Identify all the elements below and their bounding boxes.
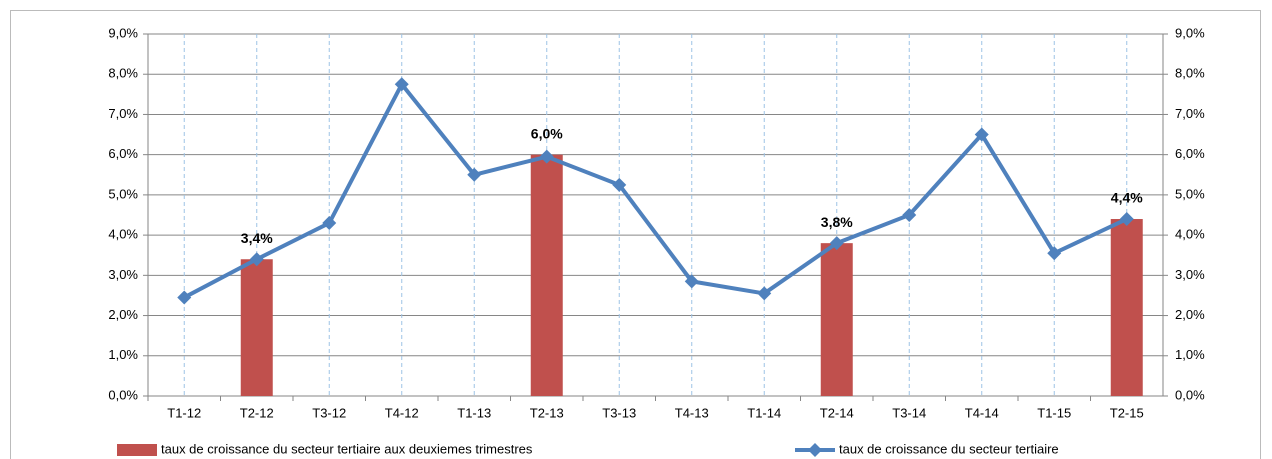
value-label: 3,4% bbox=[241, 230, 273, 246]
y-tick-label: 5,0% bbox=[108, 186, 138, 201]
legend-label: taux de croissance du secteur tertiaire bbox=[839, 441, 1059, 456]
x-tick-label: T1-14 bbox=[747, 405, 781, 420]
y2-tick-label: 0,0% bbox=[1175, 387, 1205, 402]
marker bbox=[612, 177, 627, 192]
y2-tick-label: 5,0% bbox=[1175, 186, 1205, 201]
y-tick-label: 6,0% bbox=[108, 146, 138, 161]
x-tick-label: T2-14 bbox=[820, 405, 854, 420]
legend-marker bbox=[808, 443, 822, 457]
marker bbox=[974, 127, 989, 142]
y2-tick-label: 7,0% bbox=[1175, 106, 1205, 121]
bar bbox=[1110, 219, 1143, 396]
x-tick-label: T4-12 bbox=[385, 405, 419, 420]
y-tick-label: 3,0% bbox=[108, 267, 138, 282]
marker bbox=[757, 286, 772, 301]
x-tick-label: T3-13 bbox=[602, 405, 636, 420]
x-tick-label: T1-13 bbox=[457, 405, 491, 420]
y2-tick-label: 3,0% bbox=[1175, 267, 1205, 282]
value-label: 3,8% bbox=[821, 214, 853, 230]
legend-swatch bbox=[117, 444, 157, 456]
y2-tick-label: 1,0% bbox=[1175, 347, 1205, 362]
value-label: 4,4% bbox=[1111, 190, 1143, 206]
y-tick-label: 4,0% bbox=[108, 227, 138, 242]
y-tick-label: 2,0% bbox=[108, 307, 138, 322]
marker bbox=[467, 167, 482, 182]
y-tick-label: 9,0% bbox=[108, 25, 138, 40]
marker bbox=[829, 236, 844, 251]
marker bbox=[539, 149, 554, 164]
x-tick-label: T2-12 bbox=[240, 405, 274, 420]
value-label: 6,0% bbox=[531, 125, 563, 141]
x-tick-label: T3-12 bbox=[312, 405, 346, 420]
y-tick-label: 0,0% bbox=[108, 387, 138, 402]
y2-tick-label: 6,0% bbox=[1175, 146, 1205, 161]
y2-tick-label: 8,0% bbox=[1175, 66, 1205, 81]
bar bbox=[530, 154, 563, 396]
marker bbox=[684, 274, 699, 289]
x-tick-label: T1-12 bbox=[167, 405, 201, 420]
marker bbox=[902, 208, 917, 222]
x-tick-label: T1-15 bbox=[1037, 405, 1071, 420]
bar bbox=[240, 259, 273, 396]
marker bbox=[177, 290, 192, 305]
y2-tick-label: 2,0% bbox=[1175, 307, 1205, 322]
line bbox=[183, 82, 1128, 300]
bar bbox=[820, 243, 853, 396]
marker bbox=[394, 77, 409, 92]
y-tick-label: 7,0% bbox=[108, 106, 138, 121]
x-tick-label: T2-15 bbox=[1110, 405, 1144, 420]
y-tick-label: 1,0% bbox=[108, 347, 138, 362]
y-tick-label: 8,0% bbox=[108, 66, 138, 81]
marker bbox=[249, 252, 264, 267]
marker bbox=[1047, 246, 1062, 261]
y2-tick-label: 9,0% bbox=[1175, 25, 1205, 40]
x-tick-label: T4-14 bbox=[965, 405, 999, 420]
x-tick-label: T2-13 bbox=[530, 405, 564, 420]
marker bbox=[1119, 212, 1134, 227]
x-tick-label: T3-14 bbox=[892, 405, 926, 420]
marker bbox=[322, 216, 337, 231]
legend-label: taux de croissance du secteur tertiaire … bbox=[161, 441, 533, 456]
y2-tick-label: 4,0% bbox=[1175, 227, 1205, 242]
x-tick-label: T4-13 bbox=[675, 405, 709, 420]
chart-frame bbox=[10, 10, 1261, 459]
